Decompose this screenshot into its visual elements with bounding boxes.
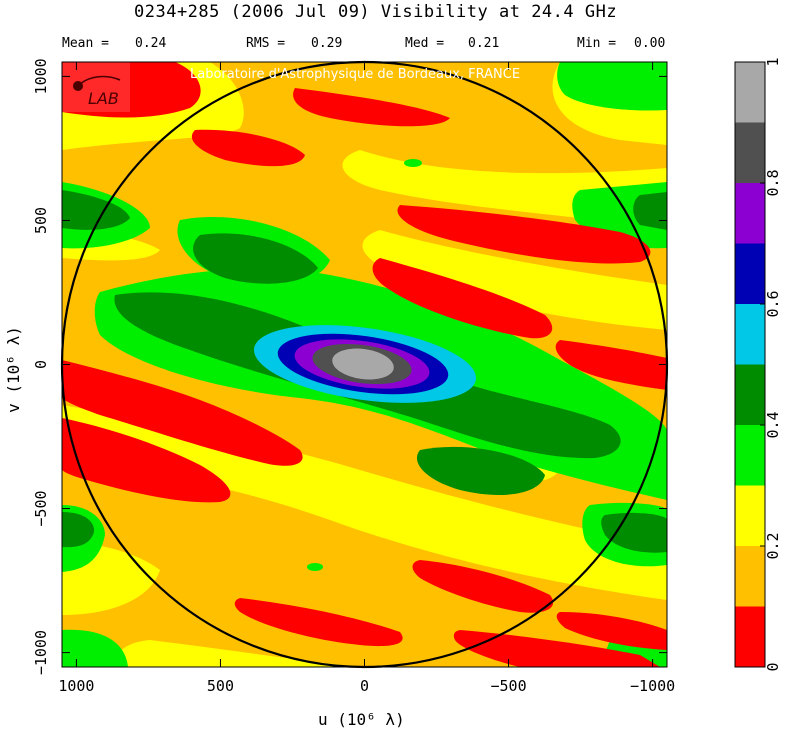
contour-level-red (62, 62, 667, 667)
uv-coverage-circle (60, 60, 669, 669)
colorbar-tick-label: 0.2 (764, 532, 782, 559)
y-tick-label: −1000 (32, 630, 50, 675)
stat-rms-value: 0.29 (311, 36, 343, 51)
x-tick-label: −500 (490, 677, 526, 695)
lab-logo: LAB (73, 75, 121, 108)
y-tick-label: 500 (32, 207, 50, 234)
svg-text:LAB: LAB (88, 89, 119, 108)
stat-med-label: Med = (405, 36, 445, 51)
colorbar-level (735, 364, 765, 425)
colorbar-level (735, 243, 765, 304)
stat-rms-label: RMS = (246, 36, 286, 51)
colorbar-level (735, 304, 765, 365)
stat-med-value: 0.21 (468, 36, 500, 51)
x-tick-label: 1000 (58, 677, 94, 695)
y-axis-label: v (10⁶ λ) (3, 326, 23, 413)
stat-mean-label: Mean = (62, 36, 109, 51)
x-tick-label: −1000 (630, 677, 675, 695)
colorbar-level (735, 606, 765, 667)
colorbar-level (735, 122, 765, 183)
colorbar-tick-label: 0.4 (764, 411, 782, 438)
stat-min-label: Min = (577, 36, 617, 51)
colorbar-level (735, 425, 765, 486)
y-tick-label: 1000 (32, 58, 50, 94)
y-tick-label: −500 (32, 490, 50, 526)
colorbar-level (735, 485, 765, 546)
x-axis-label: u (10⁶ λ) (318, 710, 405, 729)
x-tick-label: 500 (207, 677, 234, 695)
central-peak (253, 325, 477, 403)
colorbar-tick-label: 0.8 (764, 169, 782, 196)
colorbar-tick-label: 0.6 (764, 290, 782, 317)
plot-axes: 1000 500 0 −500 −1000 −1000 −500 0 500 1000 (32, 58, 675, 695)
colorbar-tick-label: 0 (764, 662, 782, 671)
lab-banner: Laboratoire d'Astrophysique de Bordeaux,… (190, 67, 521, 82)
chart-title: 0234+285 (2006 Jul 09) Visibility at 24.… (134, 2, 618, 22)
y-tick-label: 0 (32, 360, 50, 369)
stat-mean-value: 0.24 (135, 36, 167, 51)
colorbar-tick-label: 1 (764, 57, 782, 66)
contour-island (307, 563, 323, 571)
colorbar-frame (734, 61, 766, 668)
colorbar-level (735, 546, 765, 607)
colorbar-level (735, 183, 765, 244)
colorbar-level (735, 62, 765, 123)
x-tick-label: 0 (360, 677, 369, 695)
stat-min-value: 0.00 (634, 36, 666, 51)
contour-island (404, 159, 422, 167)
